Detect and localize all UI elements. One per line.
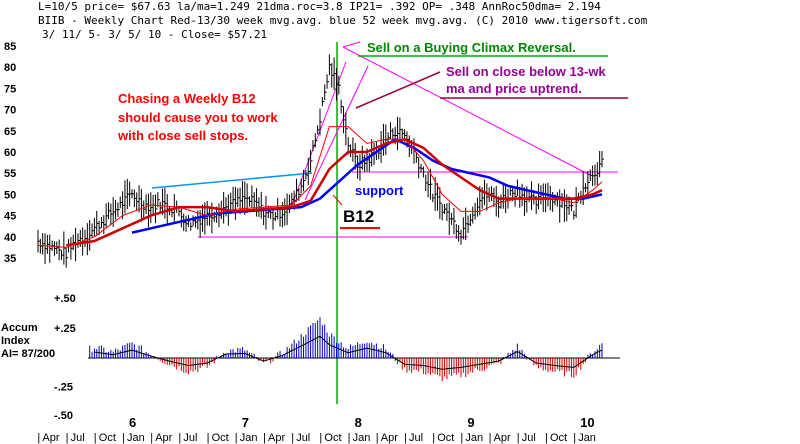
header-line-1: L=10/5 price= $67.63 la/ma=1.249 21dma.r… xyxy=(38,0,601,13)
month-separator: | xyxy=(460,432,463,444)
y-tick-label: 75 xyxy=(4,83,16,95)
month-label: Apr xyxy=(494,432,511,444)
sell-arrow-line xyxy=(355,71,441,109)
accum-bars xyxy=(89,317,603,382)
month-label: Jan xyxy=(240,432,258,444)
month-separator: | xyxy=(235,432,238,444)
accum-label-2: Index xyxy=(1,335,31,347)
accum-y-tick-label: +.25 xyxy=(54,323,76,335)
y-tick-label: 50 xyxy=(4,189,16,201)
month-label: Jul xyxy=(71,432,85,444)
accum-ma-line xyxy=(94,335,603,370)
month-label: Jul xyxy=(522,432,536,444)
y-tick-label: 65 xyxy=(4,126,16,138)
month-separator: | xyxy=(573,432,576,444)
ma13-line xyxy=(37,126,603,248)
y-tick-label: 55 xyxy=(4,168,16,180)
month-separator: | xyxy=(263,432,266,444)
y-tick-label: 45 xyxy=(4,211,16,223)
y-tick-label: 35 xyxy=(4,253,16,265)
month-label: Oct xyxy=(324,432,341,444)
annotation-chasing-2: should cause you to work xyxy=(118,110,278,125)
month-separator: | xyxy=(150,432,153,444)
header-line-3: 3/ 11/ 5- 3/ 5/ 10 - Close= $57.21 xyxy=(42,28,267,41)
year-label: 7 xyxy=(242,415,249,430)
annotation-sell-close-2: ma and price uptrend. xyxy=(446,81,582,96)
month-label: Jan xyxy=(465,432,483,444)
annotation-support: support xyxy=(355,183,404,198)
year-label: 10 xyxy=(580,415,594,430)
price-y-axis: 35 40 45 50 55 60 65 70 75 80 85 xyxy=(4,41,16,265)
month-label: Jul xyxy=(409,432,423,444)
month-label: Jul xyxy=(183,432,197,444)
month-label: Apr xyxy=(381,432,398,444)
month-label: Jul xyxy=(296,432,310,444)
resistance-line-upper xyxy=(342,46,591,176)
month-separator: | xyxy=(432,432,435,444)
header-line-2: BIIB - Weekly Chart Red-13/30 week mvg.a… xyxy=(38,14,648,27)
month-separator: | xyxy=(545,432,548,444)
annotation-b12: B12 xyxy=(343,207,374,226)
accum-y-tick-label: -.50 xyxy=(54,410,73,422)
y-tick-label: 85 xyxy=(4,41,16,53)
uptrend-line-2 xyxy=(304,65,369,201)
month-separator: | xyxy=(404,432,407,444)
y-tick-label: 60 xyxy=(4,147,16,159)
month-label: Apr xyxy=(268,432,285,444)
b12-pointer xyxy=(332,194,343,206)
month-separator: | xyxy=(66,432,69,444)
month-label: Jan xyxy=(353,432,371,444)
month-label: Apr xyxy=(42,432,59,444)
month-separator: | xyxy=(291,432,294,444)
annotation-sell-close-1: Sell on close below 13-wk xyxy=(446,64,606,79)
y-tick-label: 80 xyxy=(4,62,16,74)
month-separator: | xyxy=(94,432,97,444)
month-separator: | xyxy=(517,432,520,444)
month-separator: | xyxy=(207,432,210,444)
month-label: Jan xyxy=(127,432,145,444)
rising-neckline xyxy=(151,172,313,189)
month-separator: | xyxy=(37,432,40,444)
month-separator: | xyxy=(489,432,492,444)
x-axis: 6 7 8 9 10| Apr | Jul | Oct | Jan | Apr | Jul | Oct | Jan | A… xyxy=(37,415,596,444)
month-separator: | xyxy=(348,432,351,444)
accum-y-tick-label: -.25 xyxy=(54,382,73,394)
month-separator: | xyxy=(376,432,379,444)
month-label: Jan xyxy=(578,432,596,444)
month-separator: | xyxy=(178,432,181,444)
resistance-line-top xyxy=(342,41,361,48)
y-tick-label: 40 xyxy=(4,232,16,244)
annotation-sell-climax: Sell on a Buying Climax Reversal. xyxy=(367,40,576,55)
month-label: Oct xyxy=(550,432,567,444)
year-label: 9 xyxy=(467,415,474,430)
trendlines xyxy=(151,41,628,404)
year-label: 6 xyxy=(129,415,136,430)
month-separator: | xyxy=(319,432,322,444)
month-label: Oct xyxy=(99,432,116,444)
year-label: 8 xyxy=(355,415,362,430)
accum-label-3: AI= 87/200 xyxy=(1,348,55,360)
annotation-chasing-3: with close sell stops. xyxy=(117,128,248,143)
month-label: Oct xyxy=(212,432,229,444)
accum-y-tick-label: +.50 xyxy=(54,293,76,305)
y-tick-label: 70 xyxy=(4,105,16,117)
month-label: Apr xyxy=(155,432,172,444)
month-label: Oct xyxy=(437,432,454,444)
accum-label-1: Accum xyxy=(1,322,38,334)
month-separator: | xyxy=(122,432,125,444)
annotation-chasing-1: Chasing a Weekly B12 xyxy=(118,91,256,106)
accum-y-axis: +.50 +.25 -.25 -.50 xyxy=(54,293,76,422)
